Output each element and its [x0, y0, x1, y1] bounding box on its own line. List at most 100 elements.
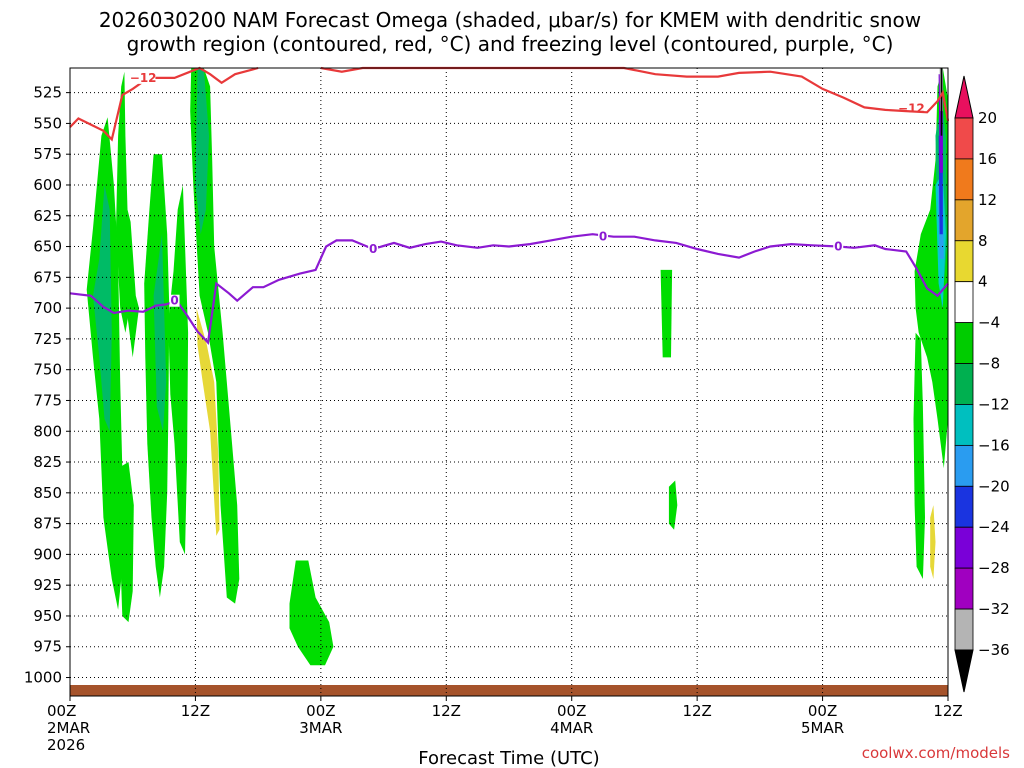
colorbar-swatch-13 — [954, 608, 974, 651]
colorbar-swatch-11 — [954, 526, 974, 569]
x-axis-label: Forecast Time (UTC) — [418, 748, 599, 768]
x-tick-label-48-0: 00Z — [557, 702, 586, 720]
colorbar-swatch-8 — [954, 404, 974, 446]
colorbar-swatch-7 — [954, 363, 974, 405]
contour-label-0-1: −12 — [898, 102, 925, 116]
omega-region-3 — [124, 197, 139, 358]
omega-region-1 — [118, 462, 134, 623]
x-tick-label-48-1: 4MAR — [550, 719, 593, 737]
colorbar-label-9: −20 — [978, 477, 1010, 495]
plot-frame — [69, 67, 949, 697]
contour-label-text: 0 — [369, 242, 377, 256]
colorbar-swatch-3 — [954, 199, 974, 242]
colorbar-label-12: −32 — [978, 600, 1010, 618]
x-tick-label-24-1: 3MAR — [299, 719, 342, 737]
omega-region-21 — [940, 68, 943, 136]
contour-label-text: 0 — [170, 294, 178, 308]
y-tick-label-550: 550 — [33, 114, 62, 132]
y-tick-label-875: 875 — [33, 515, 62, 533]
y-tick-label-900: 900 — [33, 545, 62, 563]
y-axis: 525 550 575 600 625 650 675 700 725 750 775 800 825 8… — [24, 84, 70, 687]
x-tick-label-0-2: 2026 — [47, 736, 85, 754]
x-tick-label-84-0: 12Z — [933, 702, 962, 720]
credit-text: coolwx.com/models — [862, 744, 1010, 762]
contour-label-text: −12 — [130, 71, 157, 85]
omega-shading-layer — [86, 68, 948, 666]
colorbar-label-7: −12 — [978, 395, 1010, 413]
contour-label-2-3: 0 — [833, 240, 844, 254]
omega-region-7 — [289, 560, 334, 666]
contour-label-2-1: 0 — [368, 242, 379, 256]
colorbar-label-0: 20 — [978, 109, 997, 127]
y-tick-label-925: 925 — [33, 576, 62, 594]
colorbar-label-6: −8 — [978, 355, 1000, 373]
contour-label-bg — [598, 230, 609, 243]
colorbar-upper-triangle — [954, 75, 974, 119]
x-tick-label-36-0: 12Z — [432, 702, 461, 720]
title-line-1: 2026030200 NAM Forecast Omega (shaded, μ… — [99, 8, 921, 32]
y-tick-label-575: 575 — [33, 145, 62, 163]
y-tick-label-725: 725 — [33, 330, 62, 348]
colorbar-swatch-12 — [954, 567, 974, 610]
colorbar-swatch-5 — [954, 281, 974, 324]
y-tick-label-675: 675 — [33, 268, 62, 286]
contour-label-text: 0 — [599, 230, 607, 244]
contour-label-bg — [130, 71, 156, 84]
contour-label-2-0: 0 — [169, 294, 180, 308]
x-tick-label-60-0: 12Z — [682, 702, 711, 720]
y-tick-label-525: 525 — [33, 84, 62, 102]
y-tick-label-825: 825 — [33, 453, 62, 471]
x-tick-label-24-0: 00Z — [306, 702, 335, 720]
contour-label-0-0: −12 — [130, 71, 157, 85]
omega-region-13 — [153, 234, 167, 432]
colorbar-swatch-9 — [954, 444, 974, 487]
omega-region-22 — [196, 308, 220, 536]
colorbar-lower-triangle — [954, 649, 974, 693]
colorbar-label-8: −16 — [978, 436, 1010, 454]
colorbar: 20 16 12 8 4 −4 −8 −12 −16 −20 −24 −28 −32 −36 — [954, 75, 1010, 693]
contour-2 — [69, 233, 949, 346]
x-tick-label-72-0: 00Z — [808, 702, 837, 720]
colorbar-label-11: −28 — [978, 559, 1010, 577]
contour-label-2-2: 0 — [598, 230, 609, 244]
y-tick-label-775: 775 — [33, 391, 62, 409]
colorbar-label-10: −24 — [978, 518, 1010, 536]
y-tick-label-950: 950 — [33, 607, 62, 625]
contour-label-bg — [169, 294, 180, 307]
contour-label-bg — [833, 240, 844, 253]
colorbar-label-3: 8 — [978, 232, 988, 250]
y-tick-label-700: 700 — [33, 299, 62, 317]
colorbar-label-2: 12 — [978, 191, 997, 209]
colorbar-label-5: −4 — [978, 314, 1000, 332]
colorbar-label-4: 4 — [978, 273, 988, 291]
x-tick-label-72-1: 5MAR — [801, 719, 844, 737]
omega-region-11 — [913, 332, 925, 579]
surface-ground-strip — [70, 685, 948, 696]
y-tick-label-800: 800 — [33, 422, 62, 440]
y-tick-label-625: 625 — [33, 207, 62, 225]
colorbar-swatch-10 — [954, 485, 974, 528]
contour-label-bg — [368, 243, 379, 256]
colorbar-swatch-4 — [954, 240, 974, 283]
title-block: 2026030200 NAM Forecast Omega (shaded, μ… — [99, 8, 921, 56]
y-tick-label-600: 600 — [33, 176, 62, 194]
colorbar-swatch-1 — [954, 117, 974, 160]
x-tick-label-0-0: 00Z — [47, 702, 76, 720]
title-line-2: growth region (contoured, red, °C) and f… — [127, 32, 894, 56]
y-tick-label-1000: 1000 — [24, 669, 62, 687]
contour-label-text: −12 — [898, 102, 925, 116]
contour-label-text: 0 — [834, 240, 842, 254]
omega-region-14 — [195, 68, 209, 235]
y-tick-label-975: 975 — [33, 638, 62, 656]
grid-layer — [70, 68, 948, 696]
colorbar-label-13: −36 — [978, 641, 1010, 659]
y-tick-label-850: 850 — [33, 484, 62, 502]
x-tick-label-12-0: 12Z — [181, 702, 210, 720]
colorbar-swatch-6 — [954, 322, 974, 364]
y-tick-label-650: 650 — [33, 238, 62, 256]
colorbar-label-1: 16 — [978, 150, 997, 168]
y-tick-label-750: 750 — [33, 361, 62, 379]
omega-region-8 — [660, 269, 673, 358]
